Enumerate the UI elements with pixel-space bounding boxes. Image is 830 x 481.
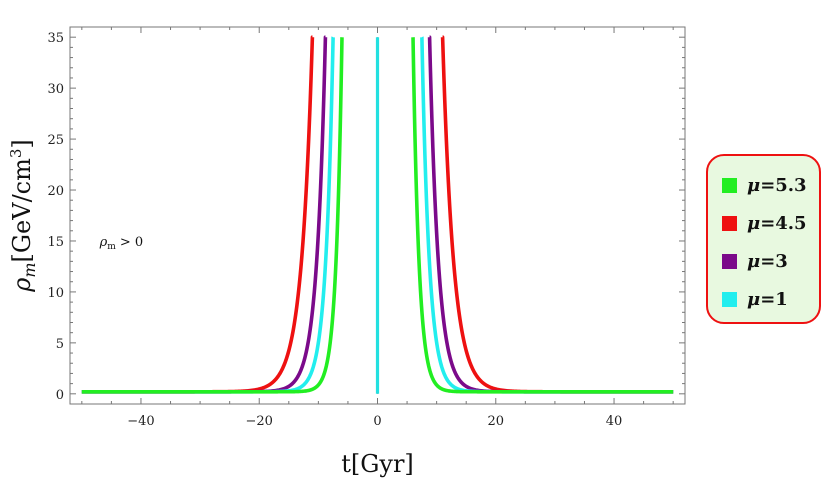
y-tick-label: 5 — [56, 337, 64, 352]
legend-value: =4.5 — [760, 212, 807, 234]
legend-mu-symbol: μ — [747, 288, 761, 310]
x-tick-label: 0 — [373, 414, 381, 429]
series-line-right — [411, 36, 674, 394]
legend-label: μ=4.5 — [747, 213, 807, 234]
ylabel-unit: [GeV/cm — [8, 158, 36, 263]
legend-value: =3 — [760, 250, 788, 272]
x-tick-label: 20 — [487, 414, 504, 429]
legend-label: μ=5.3 — [747, 175, 807, 196]
x-tick-label: 40 — [606, 414, 623, 429]
legend-value: =1 — [760, 288, 788, 310]
ylabel-sub: m — [20, 263, 39, 278]
legend-label: μ=3 — [747, 251, 788, 272]
legend-label: μ=1 — [747, 289, 788, 310]
ylabel-close: ] — [8, 139, 36, 148]
series-line-left — [81, 35, 335, 394]
series-line-left — [81, 36, 344, 394]
annot-text: > 0 — [116, 235, 143, 250]
y-tick-label: 30 — [47, 82, 64, 97]
legend-item-mu-1: μ=1 — [722, 280, 819, 318]
legend-item-mu-5-3: μ=5.3 — [722, 166, 819, 204]
ylabel-symbol: ρ — [8, 278, 36, 293]
legend-swatch — [722, 291, 737, 307]
y-tick-label: 25 — [47, 133, 64, 148]
y-tick-label: 10 — [47, 286, 64, 301]
legend-mu-symbol: μ — [747, 212, 761, 234]
legend-item-mu-3: μ=3 — [722, 242, 819, 280]
series-line-right — [427, 35, 674, 394]
rho-positive-annotation: ρm > 0 — [99, 235, 144, 252]
legend-mu-symbol: μ — [747, 174, 761, 196]
legend-swatch — [722, 253, 737, 269]
series-line-right — [420, 35, 674, 394]
ylabel-exp: 3 — [7, 149, 25, 159]
x-tick-label: −20 — [246, 414, 273, 429]
legend-swatch — [722, 215, 737, 231]
legend-mu-symbol: μ — [747, 250, 761, 272]
legend: μ=5.3 μ=4.5 μ=3 μ=1 — [706, 154, 821, 324]
series-line-left — [81, 35, 315, 394]
y-tick-label: 35 — [47, 31, 64, 46]
series-line-right — [440, 35, 674, 394]
series-line-left — [81, 35, 328, 394]
legend-value: =5.3 — [760, 174, 807, 196]
legend-swatch — [722, 177, 737, 193]
x-tick-label: −40 — [127, 414, 154, 429]
x-axis-title: t[Gyr] — [341, 450, 414, 478]
legend-item-mu-4-5: μ=4.5 — [722, 204, 819, 242]
y-tick-label: 0 — [56, 388, 64, 403]
y-tick-label: 20 — [47, 184, 64, 199]
y-axis-title: ρm[GeV/cm3] — [7, 139, 39, 293]
y-tick-label: 15 — [47, 235, 64, 250]
annot-symbol: ρ — [99, 235, 108, 250]
annot-sub: m — [107, 242, 116, 252]
